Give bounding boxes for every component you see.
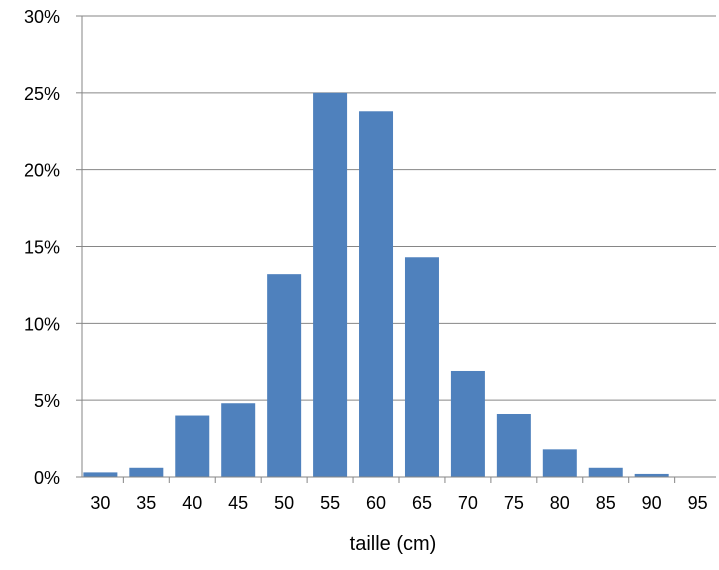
bar <box>175 415 210 477</box>
x-tick-label: 40 <box>182 493 202 513</box>
bars <box>83 92 669 478</box>
x-tick-label: 35 <box>136 493 156 513</box>
x-tick-label: 30 <box>90 493 110 513</box>
bar <box>359 111 394 478</box>
bar <box>221 403 256 477</box>
y-tick-label: 5% <box>34 391 60 411</box>
bar <box>496 413 531 477</box>
y-tick-label: 30% <box>24 7 60 27</box>
x-tick-label: 50 <box>274 493 294 513</box>
x-tick-label: 65 <box>412 493 432 513</box>
x-tick-labels: 30 35 40 45 50 55 60 65 70 75 80 85 90 95 <box>90 493 707 513</box>
x-tick-label: 45 <box>228 493 248 513</box>
y-tick-label: 20% <box>24 161 60 181</box>
bar <box>542 449 577 477</box>
x-tick-label: 75 <box>504 493 524 513</box>
x-axis-title: taille (cm) <box>350 533 437 555</box>
bar <box>588 467 623 477</box>
x-tick-label: 85 <box>596 493 616 513</box>
x-tick-label: 95 <box>688 493 708 513</box>
y-tick-label: 15% <box>24 238 60 258</box>
gridlines <box>82 15 716 401</box>
y-tick-labels: 0% 5% 10% 15% 20% 25% 30% <box>24 7 60 488</box>
x-tick-label: 70 <box>458 493 478 513</box>
bar <box>313 92 348 477</box>
bar <box>634 473 669 477</box>
bar <box>450 370 485 477</box>
x-tick-label: 60 <box>366 493 386 513</box>
y-tick-label: 25% <box>24 84 60 104</box>
y-tick-label: 0% <box>34 468 60 488</box>
bar <box>267 274 302 477</box>
bar <box>83 472 118 477</box>
bar <box>404 257 439 477</box>
x-tick-label: 55 <box>320 493 340 513</box>
axes <box>76 15 716 483</box>
y-tick-label: 10% <box>24 314 60 334</box>
x-tick-label: 90 <box>642 493 662 513</box>
bar <box>129 467 164 477</box>
x-tick-label: 80 <box>550 493 570 513</box>
